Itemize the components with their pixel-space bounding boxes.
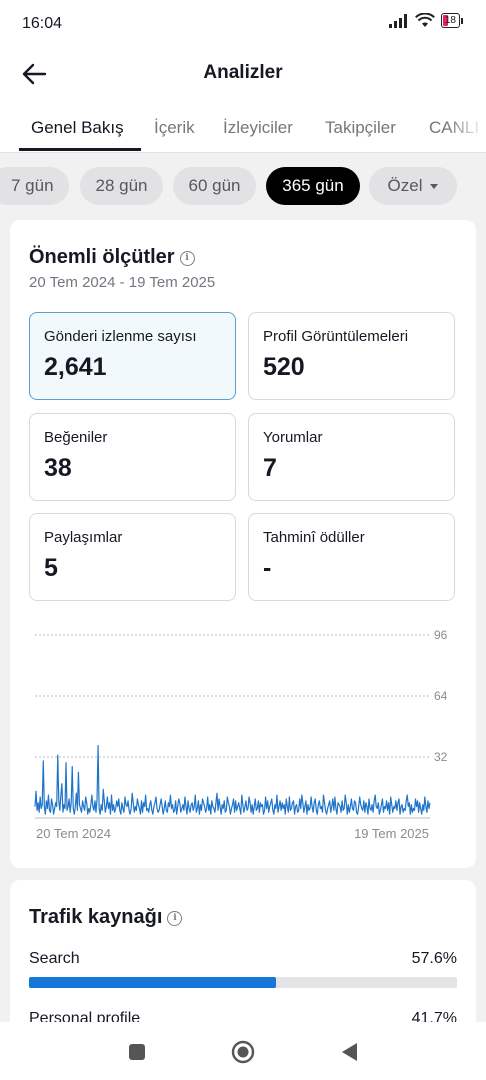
metric-label: Yorumlar: [263, 429, 323, 446]
period-selector: 7 gün 28 gün 60 gün 365 gün Özel: [0, 152, 486, 220]
period-60d[interactable]: 60 gün: [173, 167, 256, 205]
metric-value: 5: [44, 554, 58, 582]
metric-label: Profil Görüntülemeleri: [263, 328, 409, 345]
traffic-source-card: Trafik kaynağı i Search 57.6% Personal pr…: [10, 880, 476, 1040]
metric-value: 38: [44, 454, 72, 482]
status-time: 16:04: [22, 15, 63, 32]
key-metrics-card: Önemli ölçütler i 20 Tem 2024 - 19 Tem 20…: [10, 220, 476, 868]
signal-icon: [388, 13, 407, 28]
period-28d[interactable]: 28 gün: [80, 167, 163, 205]
metric-estimated-rewards[interactable]: Tahminî ödüller -: [248, 513, 455, 601]
status-icons: 18: [388, 13, 464, 28]
home-icon[interactable]: [231, 1040, 255, 1064]
metric-likes[interactable]: Beğeniler 38: [29, 413, 236, 501]
views-line-chart: 32 64 96 20 Tem 2024 19 Tem 2025: [34, 628, 448, 841]
metric-value: -: [263, 554, 272, 582]
y-tick-label: 32: [434, 750, 448, 764]
metric-profile-views[interactable]: Profil Görüntülemeleri 520: [248, 312, 455, 400]
traffic-title: Trafik kaynağı i: [29, 906, 183, 929]
tab-bar: Genel Bakış İçerik İzleyiciler Takipçile…: [0, 102, 486, 153]
back-arrow-icon[interactable]: [20, 60, 48, 88]
back-triangle-icon[interactable]: [340, 1042, 358, 1062]
tab-viewers[interactable]: İzleyiciler: [223, 118, 293, 137]
battery-icon: 18: [440, 13, 464, 28]
system-nav-bar: [0, 1022, 486, 1080]
page-title: Analizler: [203, 62, 283, 83]
battery-level: 18: [444, 15, 456, 26]
info-icon[interactable]: i: [167, 911, 183, 926]
metric-label: Gönderi izlenme sayısı: [44, 328, 197, 345]
series-line: [34, 744, 431, 815]
x-end-label: 19 Tem 2025: [354, 826, 429, 841]
period-365d[interactable]: 365 gün: [266, 167, 360, 205]
status-bar: 16:04 18: [0, 0, 486, 46]
traffic-bar-search: [29, 977, 457, 988]
tab-content[interactable]: İçerik: [154, 118, 195, 137]
top-bar: Analizler: [0, 46, 486, 102]
metric-value: 520: [263, 353, 305, 381]
date-range: 20 Tem 2024 - 19 Tem 2025: [29, 274, 216, 291]
tab-followers[interactable]: Takipçiler: [325, 118, 396, 137]
traffic-pct: 57.6%: [411, 950, 457, 967]
metric-value: 7: [263, 454, 277, 482]
period-7d[interactable]: 7 gün: [0, 167, 69, 205]
info-icon[interactable]: i: [179, 251, 195, 266]
period-custom[interactable]: Özel: [369, 167, 457, 205]
recents-icon[interactable]: [128, 1043, 146, 1061]
metric-label: Beğeniler: [44, 429, 108, 446]
traffic-row-search: Search 57.6%: [29, 950, 457, 968]
traffic-label: Search: [29, 950, 80, 967]
metric-label: Paylaşımlar: [44, 529, 123, 546]
y-tick-label: 64: [434, 689, 448, 703]
traffic-bar-fill: [29, 977, 276, 988]
metric-comments[interactable]: Yorumlar 7: [248, 413, 455, 501]
tab-overview[interactable]: Genel Bakış: [31, 118, 124, 137]
y-tick-label: 96: [434, 628, 448, 642]
wifi-icon: [414, 13, 435, 27]
key-metrics-title: Önemli ölçütler i: [29, 246, 195, 269]
metric-post-views[interactable]: Gönderi izlenme sayısı 2,641: [29, 312, 236, 400]
x-start-label: 20 Tem 2024: [36, 826, 111, 841]
metric-value: 2,641: [44, 353, 107, 381]
chevron-down-icon: [430, 184, 439, 190]
metric-shares[interactable]: Paylaşımlar 5: [29, 513, 236, 601]
metric-label: Tahminî ödüller: [263, 529, 365, 546]
tab-active-indicator: [19, 148, 141, 151]
